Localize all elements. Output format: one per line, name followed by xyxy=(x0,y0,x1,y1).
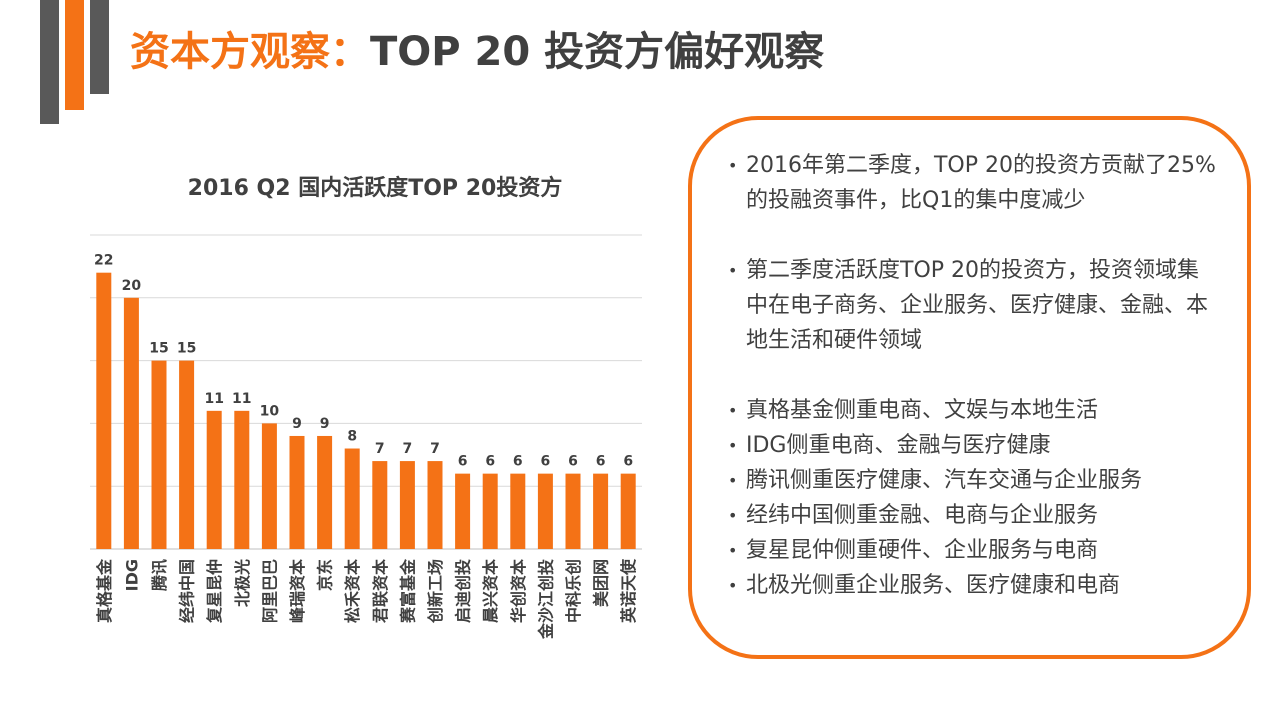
category-label: 腾讯 xyxy=(150,559,169,591)
category-label: 英诺天使 xyxy=(619,558,638,624)
category-label: 晨兴资本 xyxy=(481,559,500,623)
bar xyxy=(96,272,112,549)
bar xyxy=(234,410,250,549)
note-item: IDG侧重电商、金融与医疗健康 xyxy=(728,428,1218,463)
bar xyxy=(372,461,388,549)
data-label: 8 xyxy=(347,429,357,445)
page-title-main: TOP 20 投资方偏好观察 xyxy=(370,29,825,75)
bar xyxy=(206,410,222,549)
decor-bar-orange xyxy=(65,0,84,110)
bar xyxy=(427,461,443,549)
data-label: 6 xyxy=(458,454,468,470)
category-label: 京东 xyxy=(316,559,335,591)
category-label: 阿里巴巴 xyxy=(260,559,279,623)
category-label: 复星昆仲 xyxy=(205,559,224,624)
page-title-accent: 资本方观察： xyxy=(130,29,370,75)
category-label: 经纬中国 xyxy=(178,559,197,623)
bar xyxy=(179,360,195,549)
data-label: 11 xyxy=(232,391,251,407)
bar xyxy=(261,423,277,549)
note-item: 第二季度活跃度TOP 20的投资方，投资领域集中在电子商务、企业服务、医疗健康、… xyxy=(728,253,1218,358)
decor-bar-gray-right xyxy=(90,0,109,94)
data-label: 6 xyxy=(596,454,606,470)
category-label: 真格基金 xyxy=(95,558,114,623)
data-label: 20 xyxy=(122,278,142,294)
category-label: 君联资本 xyxy=(371,559,390,623)
data-label: 6 xyxy=(541,454,551,470)
category-label: 华创资本 xyxy=(509,559,528,623)
bar xyxy=(344,448,360,549)
bar xyxy=(151,360,167,549)
data-label: 9 xyxy=(292,416,302,432)
note-item: 经纬中国侧重金融、电商与企业服务 xyxy=(728,498,1218,533)
category-label: 峰瑞资本 xyxy=(288,559,307,623)
data-label: 6 xyxy=(568,454,578,470)
bar-chart: 22 真格基金 20 IDG 15 腾讯 15 经纬中国 11 复星昆仲 11 北极光 10 阿里巴巴 9 峰… xyxy=(90,234,642,640)
notes-panel xyxy=(688,116,1251,659)
category-label: 美团网 xyxy=(592,559,611,607)
bar xyxy=(510,473,526,549)
note-item: 2016年第二季度，TOP 20的投资方贡献了25%的投融资事件，比Q1的集中度… xyxy=(728,148,1218,218)
bar xyxy=(537,473,553,549)
bar xyxy=(289,435,305,549)
data-label: 7 xyxy=(375,441,385,457)
notes-list: 2016年第二季度，TOP 20的投资方贡献了25%的投融资事件，比Q1的集中度… xyxy=(728,148,1218,603)
data-label: 9 xyxy=(320,416,330,432)
note-item: 真格基金侧重电商、文娱与本地生活 xyxy=(728,393,1218,428)
data-label: 7 xyxy=(403,441,413,457)
bar xyxy=(593,473,609,549)
category-label: 赛富基金 xyxy=(398,558,417,624)
category-label: 中科乐创 xyxy=(564,559,583,623)
note-item: 腾讯侧重医疗健康、汽车交通与企业服务 xyxy=(728,463,1218,498)
data-label: 6 xyxy=(513,454,523,470)
bar xyxy=(399,461,415,549)
bar xyxy=(317,435,333,549)
category-label: 启迪创投 xyxy=(454,559,473,623)
note-item: 北极光侧重企业服务、医疗健康和电商 xyxy=(728,568,1218,603)
page-title: 资本方观察：TOP 20 投资方偏好观察 xyxy=(130,24,824,80)
data-label: 11 xyxy=(204,391,223,407)
chart-title: 2016 Q2 国内活跃度TOP 20投资方 xyxy=(187,176,563,201)
data-label: 15 xyxy=(177,341,196,357)
category-label: IDG xyxy=(122,559,141,591)
bar xyxy=(455,473,471,549)
data-label: 10 xyxy=(260,403,280,419)
category-label: 金沙江创投 xyxy=(536,559,555,640)
data-label: 6 xyxy=(485,454,495,470)
category-label: 松禾资本 xyxy=(343,559,362,623)
category-label: 北极光 xyxy=(233,559,252,607)
bar xyxy=(565,473,581,549)
data-label: 15 xyxy=(149,341,168,357)
category-label: 创新工场 xyxy=(426,559,445,624)
bar xyxy=(123,297,139,549)
decor-bar-gray-left xyxy=(40,0,59,124)
data-label: 7 xyxy=(430,441,440,457)
bar xyxy=(620,473,636,549)
note-item: 复星昆仲侧重硬件、企业服务与电商 xyxy=(728,533,1218,568)
data-label: 6 xyxy=(623,454,633,470)
bar xyxy=(482,473,498,549)
data-label: 22 xyxy=(94,253,113,269)
